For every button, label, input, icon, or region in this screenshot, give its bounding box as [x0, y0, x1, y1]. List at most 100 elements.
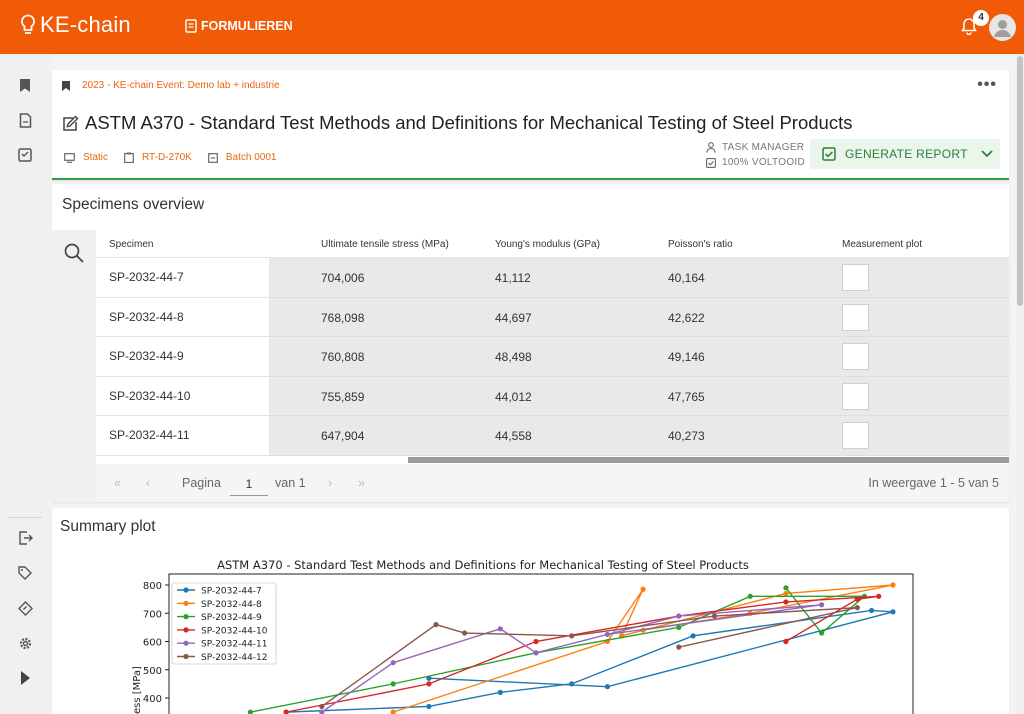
measurement-plot-thumbnail[interactable] — [842, 343, 869, 370]
person-icon — [706, 142, 716, 153]
prev-page-icon[interactable]: ‹ — [146, 476, 151, 490]
horizontal-scrollbar[interactable] — [408, 457, 1009, 463]
y-tick-label: 700 — [143, 609, 162, 620]
app-logo[interactable]: KE-chain — [20, 12, 131, 38]
data-point — [854, 596, 860, 602]
document-icon[interactable] — [16, 111, 34, 129]
check-square-icon — [822, 147, 836, 161]
data-point — [819, 602, 825, 608]
specimen-cell[interactable]: SP-2032-44-11 — [96, 416, 269, 456]
edit-icon[interactable] — [62, 115, 79, 132]
batch-icon — [207, 152, 218, 163]
legend-marker — [183, 640, 189, 646]
nav-formulieren-label: FORMULIEREN — [201, 19, 293, 33]
specimens-overview-card: Specimens overview Specimen Ultimate ten… — [52, 184, 1009, 502]
page-title: ASTM A370 - Standard Test Methods and De… — [85, 112, 853, 133]
generate-report-button[interactable]: GENERATE REPORT — [810, 139, 1000, 169]
bookmark-icon[interactable] — [16, 76, 34, 94]
specimen-cell[interactable]: SP-2032-44-8 — [96, 297, 269, 337]
page-input[interactable]: 1 — [230, 474, 268, 496]
series-line — [321, 606, 858, 708]
gear-icon[interactable] — [16, 634, 34, 652]
y-tick-label: 400 — [143, 694, 162, 705]
data-point — [747, 593, 753, 599]
task-role: TASK MANAGER — [706, 140, 805, 155]
vertical-scrollbar-thumb[interactable] — [1017, 56, 1023, 306]
measurement-plot-thumbnail[interactable] — [842, 382, 869, 410]
poisson-cell: 42,622 — [668, 310, 705, 325]
chevron-down-icon — [981, 150, 993, 158]
data-point — [533, 650, 539, 656]
search-icon[interactable] — [63, 242, 85, 264]
legend-marker — [183, 587, 189, 593]
task-progress: 100% VOLTOOID — [706, 155, 805, 170]
tensile-cell: 647,904 — [321, 429, 365, 443]
avatar[interactable] — [989, 14, 1016, 41]
specimen-cell[interactable]: SP-2032-44-10 — [96, 376, 269, 416]
data-point — [433, 621, 439, 628]
column-header[interactable]: Poisson's ratio — [668, 239, 733, 250]
modulus-cell: 44,697 — [495, 310, 532, 325]
specimen-cell[interactable]: SP-2032-44-7 — [96, 258, 269, 298]
data-point — [533, 638, 539, 645]
poisson-cell: 40,164 — [668, 271, 705, 285]
data-point — [390, 681, 396, 687]
specimen-cell[interactable]: SP-2032-44-9 — [96, 337, 269, 377]
summary-chart: ASTM A370 - Standard Test Methods and De… — [132, 558, 914, 714]
measurement-plot-thumbnail[interactable] — [842, 422, 869, 449]
pagination: « ‹ Pagina 1 van 1 › » In weergave 1 - 5… — [96, 464, 1009, 502]
expand-sidebar-icon[interactable] — [16, 669, 34, 687]
last-page-icon[interactable]: » — [358, 476, 365, 490]
table-row[interactable]: SP-2032-44-9 760,808 48,498 49,146 — [96, 337, 1009, 377]
modulus-cell: 48,498 — [495, 350, 532, 364]
tensile-cell: 768,098 — [321, 310, 365, 325]
data-point — [876, 593, 882, 599]
form-icon — [185, 19, 197, 33]
export-icon[interactable] — [16, 529, 34, 547]
page-summary: In weergave 1 - 5 van 5 — [868, 476, 999, 490]
meta-type: Static — [64, 152, 108, 163]
breadcrumb[interactable]: 2023 - KE-chain Event: Demo lab + indust… — [62, 80, 280, 91]
next-page-icon[interactable]: › — [328, 476, 333, 490]
legend-label: SP-2032-44-9 — [201, 613, 262, 623]
poisson-cell: 40,273 — [668, 429, 705, 443]
data-point — [604, 684, 611, 690]
legend-marker — [183, 600, 189, 606]
column-header[interactable]: Specimen — [109, 239, 154, 250]
meta-reference: RT-D-270K — [124, 152, 192, 163]
tag-icon[interactable] — [16, 564, 34, 582]
table-row[interactable]: SP-2032-44-8 768,098 44,697 42,622 — [96, 297, 1009, 337]
measurement-plot-thumbnail[interactable] — [842, 303, 869, 331]
specimens-table: Specimen Ultimate tensile stress (MPa) Y… — [96, 230, 1009, 456]
modulus-cell: 44,012 — [495, 389, 532, 404]
column-header[interactable]: Young's modulus (GPa) — [495, 239, 600, 250]
generate-report-label: GENERATE REPORT — [845, 147, 968, 161]
data-point — [497, 626, 503, 632]
inbox-check-icon[interactable] — [16, 146, 34, 164]
table-row[interactable]: SP-2032-44-7 704,006 41,112 40,164 — [96, 258, 1009, 298]
modulus-cell: 41,112 — [495, 271, 531, 285]
data-point — [819, 630, 825, 636]
data-point — [854, 605, 860, 611]
first-page-icon[interactable]: « — [114, 476, 121, 490]
app-name: KE-chain — [40, 12, 131, 37]
diamond-icon[interactable] — [16, 599, 34, 617]
summary-title: Summary plot — [60, 518, 156, 535]
measurement-plot-thumbnail[interactable] — [842, 264, 869, 291]
bell-icon[interactable] — [960, 17, 978, 35]
vertical-scrollbar[interactable] — [1016, 54, 1024, 714]
tensile-cell: 755,859 — [321, 389, 365, 404]
more-menu-icon[interactable]: ••• — [977, 76, 997, 93]
clipboard-icon — [124, 152, 134, 163]
table-row[interactable]: SP-2032-44-11 647,904 44,558 40,273 — [96, 416, 1009, 456]
data-point — [890, 582, 896, 588]
nav-formulieren[interactable]: FORMULIEREN — [185, 19, 293, 33]
column-header[interactable]: Measurement plot — [842, 239, 923, 250]
meta-batch: Batch 0001 — [207, 152, 276, 163]
table-row[interactable]: SP-2032-44-10 755,859 44,012 47,765 — [96, 376, 1009, 416]
legend-marker — [183, 653, 189, 660]
specimens-title: Specimens overview — [62, 196, 205, 213]
data-point — [390, 709, 396, 714]
modulus-cell: 44,558 — [495, 429, 532, 443]
column-header[interactable]: Ultimate tensile stress (MPa) — [321, 239, 449, 250]
